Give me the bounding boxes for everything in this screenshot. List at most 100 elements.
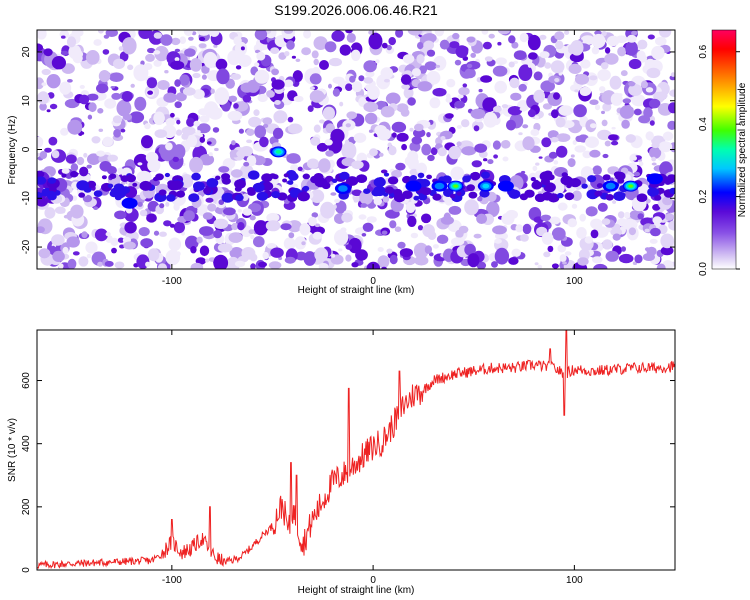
spectrogram-cell	[109, 72, 124, 82]
spectrogram-cell	[58, 263, 64, 269]
spectrogram-cell	[518, 64, 533, 81]
spectrogram-cell	[550, 60, 565, 74]
spectrogram-cell	[184, 48, 196, 57]
spectrogram-cell	[105, 30, 118, 37]
spectrogram-cell	[71, 195, 78, 201]
spectrogram-cell	[625, 224, 631, 229]
spectrogram-cell	[435, 64, 441, 68]
spectrogram-cell	[557, 202, 568, 211]
spectrogram-cell	[103, 34, 110, 39]
spectrogram-cell	[280, 223, 292, 231]
spectrogram-cell	[665, 213, 674, 221]
spectrogram-cell	[186, 134, 198, 148]
spectrogram-band-cell	[215, 175, 221, 180]
spectrogram-cell	[411, 68, 421, 77]
spectrogram-band-cell	[287, 180, 294, 185]
spectrogram-cell	[51, 245, 56, 251]
spectrogram-band-cell	[426, 174, 432, 180]
spectrogram-cell	[111, 92, 122, 100]
spectrogram-cell	[519, 107, 525, 111]
spectrogram-cell	[37, 136, 44, 147]
spectrogram-cell	[299, 223, 311, 236]
spectrogram-band-cell	[418, 193, 428, 201]
spectrogram-cell	[601, 30, 607, 37]
spectrogram-cell	[213, 254, 229, 269]
spectrogram-cell	[240, 82, 254, 93]
spectrogram-cell	[60, 127, 69, 136]
spectrogram-cell	[324, 41, 337, 53]
spectrogram-cell	[655, 36, 667, 46]
spectrogram-cell	[283, 79, 294, 88]
spectrogram-hotspot	[628, 184, 633, 188]
spectrogram-cell	[649, 238, 658, 244]
spectrogram-cell	[48, 136, 58, 146]
spectrogram-cell	[175, 92, 187, 102]
spectrogram-cell	[448, 145, 462, 160]
spectrogram-cell	[71, 30, 84, 37]
spectrogram-cell	[540, 80, 555, 92]
spectrogram-cell	[417, 42, 424, 50]
spectrogram-cell	[176, 119, 181, 125]
spectrogram-cell	[147, 158, 161, 173]
spectrogram-cell	[262, 123, 269, 128]
spectrogram-cell	[538, 156, 543, 159]
spectrogram-cell	[426, 132, 431, 138]
spectrogram-band-cell	[636, 193, 648, 202]
spectrogram-hotspot	[121, 197, 138, 209]
spectrogram-cell	[271, 68, 279, 76]
spectrogram-cell	[121, 91, 133, 102]
spectrogram-cell	[403, 87, 414, 99]
spectrogram-cell	[205, 258, 210, 263]
spectrogram-cell	[238, 128, 244, 134]
spectrogram-cell	[547, 245, 554, 253]
spectrogram-cell	[602, 153, 609, 159]
spectrogram-cell	[624, 211, 631, 219]
spectrogram-cell	[487, 159, 494, 165]
spectrogram-cell	[473, 125, 480, 132]
spectrogram-cell	[332, 204, 337, 209]
spectrogram-cell	[458, 87, 470, 96]
spectrogram-cell	[506, 119, 516, 131]
spectrogram-cell	[414, 123, 424, 132]
spectrogram-cell	[83, 152, 88, 158]
spectrogram-cell	[325, 150, 334, 157]
spectrogram-cell	[652, 204, 661, 211]
spectrogram-cell	[233, 36, 242, 46]
spectrogram-cell	[599, 86, 606, 93]
spectrogram-cell	[133, 64, 149, 82]
spectrogram-hotspot	[605, 182, 616, 190]
spectrogram-cell	[147, 248, 160, 262]
spectrogram-cell	[470, 108, 486, 120]
spectrogram-cell	[174, 101, 182, 109]
spectrogram-cell	[38, 248, 51, 259]
spectrogram-band-cell	[647, 187, 659, 197]
spectrogram-cell	[214, 87, 230, 105]
spectrogram-cell	[582, 150, 592, 159]
spectrogram-cell	[182, 87, 196, 96]
spectrogram-cell	[482, 97, 497, 112]
spectrogram-cell	[288, 232, 295, 239]
spectrogram-cell	[179, 36, 187, 44]
spectrogram-band-cell	[383, 192, 389, 197]
snr-axes: -100 0 100 0 200 400 600	[21, 330, 675, 586]
spectrogram-cell	[231, 140, 236, 146]
spectrogram-cell	[248, 116, 262, 128]
spectrogram-cell	[242, 208, 252, 216]
spectrogram-cell	[559, 254, 567, 263]
spectrogram-cell	[658, 141, 673, 153]
spectrogram-cell	[234, 260, 246, 268]
spectrogram-band-cell	[126, 174, 136, 183]
spectrogram-cell	[527, 62, 533, 68]
spectrogram-cell	[307, 105, 314, 112]
spectrogram-band-cell	[139, 180, 152, 191]
spectrogram-cell	[410, 232, 419, 239]
spectrogram-cell	[381, 266, 387, 269]
spectrogram-cell	[604, 47, 611, 54]
snr-line-layer	[37, 330, 675, 570]
spectrogram-cell	[633, 171, 641, 177]
spectrogram-cell	[407, 97, 416, 106]
spectrogram-cell	[268, 261, 282, 269]
spectrogram-hotspot	[434, 182, 445, 190]
spectrogram-cell	[564, 30, 570, 35]
